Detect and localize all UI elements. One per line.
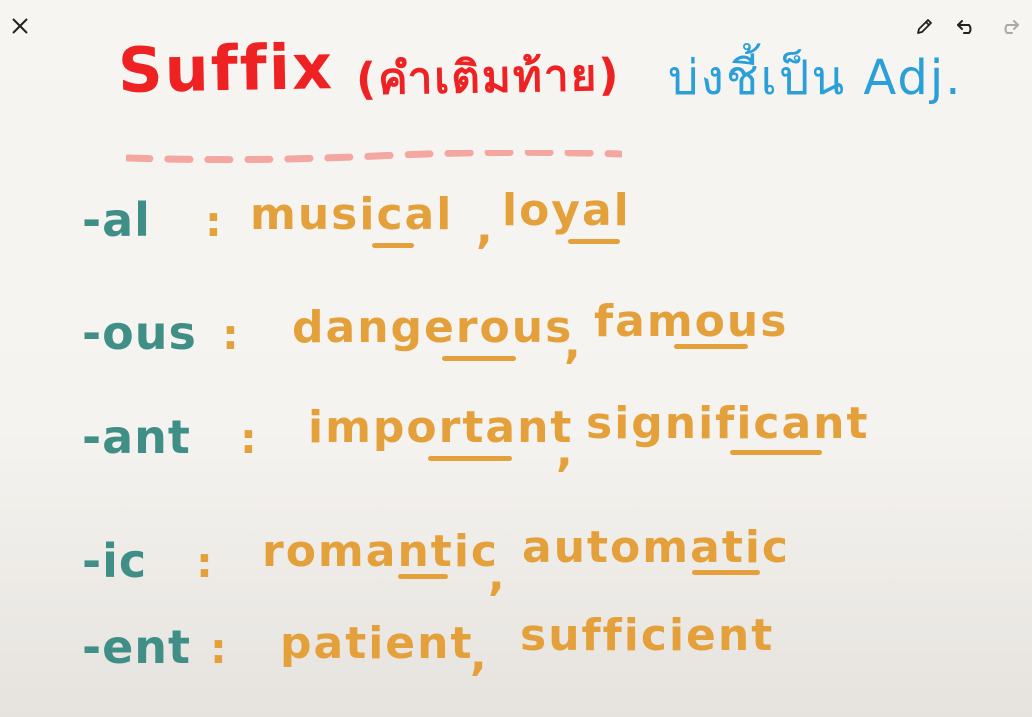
example-word-1: romantic (262, 526, 499, 577)
suffix-underline (674, 344, 748, 349)
comma: , (564, 318, 581, 369)
redo-icon (1004, 20, 1019, 34)
suffix-label: -ent (82, 620, 192, 674)
comma: , (470, 630, 487, 681)
close-icon (12, 18, 28, 34)
suffix-underline (730, 450, 822, 455)
title-thai: (คำเติมท้าย) (355, 49, 621, 106)
example-word-1: important (308, 402, 574, 453)
suffix-row-ic: -ic : romantic , automatic (0, 522, 1032, 612)
example-word-2: loyal (502, 185, 631, 236)
title-row: Suffix (คำเติมท้าย) บ่งชี้เป็น Adj. (0, 30, 1032, 164)
suffix-label: -ous (82, 306, 197, 360)
suffix-label: -al (82, 193, 151, 247)
title-suffix: Suffix (117, 30, 335, 107)
pencil-icon (917, 19, 932, 34)
example-word-2: automatic (522, 522, 791, 573)
suffix-underline (372, 243, 414, 248)
suffix-label: -ic (82, 534, 148, 588)
example-word-1: patient (280, 618, 474, 669)
suffix-underline (692, 570, 760, 575)
example-word-2: famous (594, 296, 789, 347)
edit-button[interactable] (911, 12, 939, 40)
redo-button[interactable] (995, 12, 1023, 40)
suffix-row-ous: -ous : dangerous , famous (0, 296, 1032, 386)
suffix-underline (428, 456, 512, 461)
colon: : (222, 310, 239, 359)
example-word-2: sufficient (520, 610, 775, 661)
suffix-underline (568, 239, 620, 244)
undo-icon (957, 20, 972, 34)
example-word-1: musical (250, 189, 454, 240)
colon: : (210, 624, 227, 673)
suffix-underline (398, 574, 448, 579)
comma: , (556, 426, 573, 477)
colon: : (240, 414, 257, 463)
suffix-row-al: -al : musical , loyal (0, 185, 1032, 275)
example-word-1: dangerous (292, 302, 574, 353)
suffix-underline (442, 356, 516, 361)
suffix-row-ent: -ent : patient , sufficient (0, 610, 1032, 700)
colon: : (205, 197, 222, 246)
colon: : (196, 538, 213, 587)
suffix-row-ant: -ant : important , significant (0, 398, 1032, 488)
comma: , (488, 550, 505, 601)
title-adj-indicator: บ่งชี้เป็น Adj. (668, 50, 963, 106)
comma: , (476, 203, 493, 254)
example-word-2: significant (586, 398, 870, 449)
title-dashed-underline (126, 150, 622, 164)
suffix-label: -ant (82, 410, 191, 464)
undo-button[interactable] (953, 12, 981, 40)
close-button[interactable] (6, 12, 34, 40)
